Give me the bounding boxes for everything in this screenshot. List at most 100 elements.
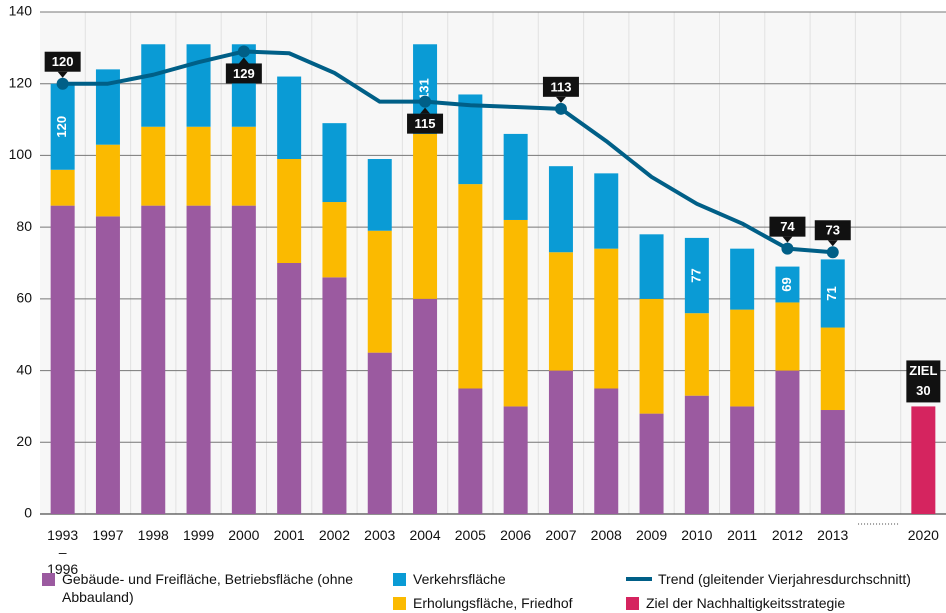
bar-segment <box>277 76 302 160</box>
y-tick-label: 120 <box>9 74 33 90</box>
bar-segment <box>322 202 347 278</box>
trend-line <box>62 49 833 255</box>
legend-swatch <box>626 577 652 581</box>
bar-segment <box>50 205 75 514</box>
y-tick-label: 140 <box>9 3 33 19</box>
y-tick-label: 20 <box>16 433 32 449</box>
trend-label-pointer <box>827 240 838 247</box>
y-tick-label: 100 <box>9 146 33 162</box>
bar-segment <box>639 234 664 299</box>
target-bar <box>911 406 936 514</box>
x-tick-label: 2020 <box>907 527 939 543</box>
bar-segment <box>775 266 800 303</box>
bar-segment <box>775 302 800 371</box>
bar-segment <box>367 230 392 353</box>
trend-label-pointer <box>57 71 68 78</box>
total-label: 71 <box>824 286 839 300</box>
bar-segment <box>684 395 709 514</box>
bar-segment <box>50 83 75 170</box>
trend-point <box>826 246 839 259</box>
total-label: 120 <box>54 116 69 138</box>
trend-point <box>554 102 567 115</box>
x-tick-label: 2012 <box>771 527 804 543</box>
bar-segment <box>820 410 845 514</box>
total-label: 131 <box>416 78 431 100</box>
bar-segment <box>730 248 755 310</box>
x-tick-label: 2004 <box>409 527 441 543</box>
x-tick-label: 2011 <box>727 527 758 543</box>
trend-label-box <box>44 51 81 72</box>
bar-segment <box>186 126 211 206</box>
bar-segment <box>820 327 845 411</box>
bar-segment <box>95 144 120 217</box>
legend-label: Trend (gleitender Vierjahresdurchschnitt… <box>658 571 911 587</box>
x-tick-label: 2006 <box>500 527 532 543</box>
x-tick-label: 1998 <box>137 527 169 543</box>
bar-segment <box>730 406 755 514</box>
bar-segment <box>186 205 211 514</box>
trend-label-box <box>542 76 579 97</box>
y-tick-label: 60 <box>16 290 32 306</box>
bar-segment <box>277 159 302 263</box>
bar-segment <box>503 406 528 514</box>
trend-value-label: 120 <box>52 54 74 69</box>
legend-swatch <box>626 597 639 610</box>
bar-segment <box>186 44 211 127</box>
y-tick-label: 80 <box>16 218 32 234</box>
bar-segment <box>367 352 392 514</box>
bar-segment <box>458 388 483 514</box>
bar-segment <box>322 123 347 203</box>
bar-segment <box>413 133 438 299</box>
bar-segment <box>141 126 166 206</box>
bar-segment <box>458 94 483 185</box>
target-label-box <box>906 360 941 403</box>
bar-segment <box>231 126 256 206</box>
trend-point <box>781 242 794 255</box>
legend-swatch <box>393 573 406 586</box>
bar-segment <box>367 159 392 231</box>
trend-point <box>419 95 432 108</box>
total-label: 69 <box>779 277 794 291</box>
bar-segment <box>231 205 256 514</box>
legend-label: Erholungsfläche, Friedhof <box>413 595 573 611</box>
x-tick-label: 1997 <box>92 527 124 543</box>
x-tick-label: 2009 <box>635 527 668 543</box>
trend-point <box>237 45 250 58</box>
bar-segment <box>594 388 619 514</box>
bar-segment <box>413 298 438 514</box>
bar-segment <box>820 259 845 328</box>
trend-value-label: 113 <box>550 79 571 94</box>
bar-segment <box>503 219 528 407</box>
bar-segment <box>594 173 619 249</box>
trend-label-pointer <box>420 107 431 114</box>
trend-label-box <box>225 63 262 84</box>
trend-label-pointer <box>238 57 249 64</box>
trend-value-label: 74 <box>780 219 795 234</box>
x-tick-label: 1999 <box>182 527 215 543</box>
bar-segment <box>322 277 347 514</box>
bar-segment <box>639 413 664 514</box>
bar-segment <box>548 370 573 514</box>
total-label: 77 <box>688 268 703 282</box>
bar-segment <box>458 184 483 389</box>
x-tick-label: 2000 <box>228 527 260 543</box>
trend-label-box <box>769 216 806 237</box>
trend-value-label: 73 <box>826 223 840 238</box>
bar-segment <box>548 166 573 253</box>
bar-segment <box>141 205 166 514</box>
y-tick-label: 0 <box>24 505 32 521</box>
x-tick-label: 2007 <box>545 527 577 543</box>
x-tick-label: 2013 <box>817 527 849 543</box>
bar-segment <box>548 252 573 371</box>
trend-label-box <box>814 220 851 241</box>
bar-segment <box>277 263 302 514</box>
bar-segment <box>503 133 528 220</box>
x-tick-label: 2008 <box>590 527 622 543</box>
trend-value-label: 115 <box>415 116 436 131</box>
x-tick-label: 2010 <box>681 527 713 543</box>
bar-segment <box>50 169 75 206</box>
trend-point <box>56 77 69 90</box>
bar-segment <box>730 309 755 407</box>
